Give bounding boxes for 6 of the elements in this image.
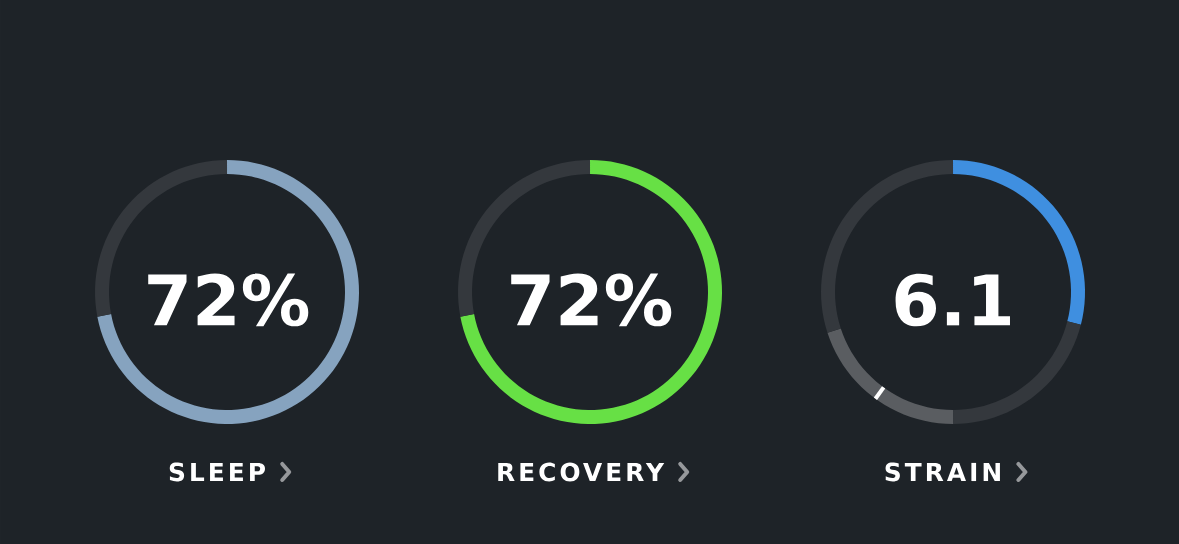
text: RECOVERY [498,462,665,482]
text: SLEEP [169,462,265,482]
text: 6.1 [895,273,1010,327]
text: STRAIN [885,462,1000,482]
text: 72% [148,273,309,327]
text: 72% [511,273,672,327]
